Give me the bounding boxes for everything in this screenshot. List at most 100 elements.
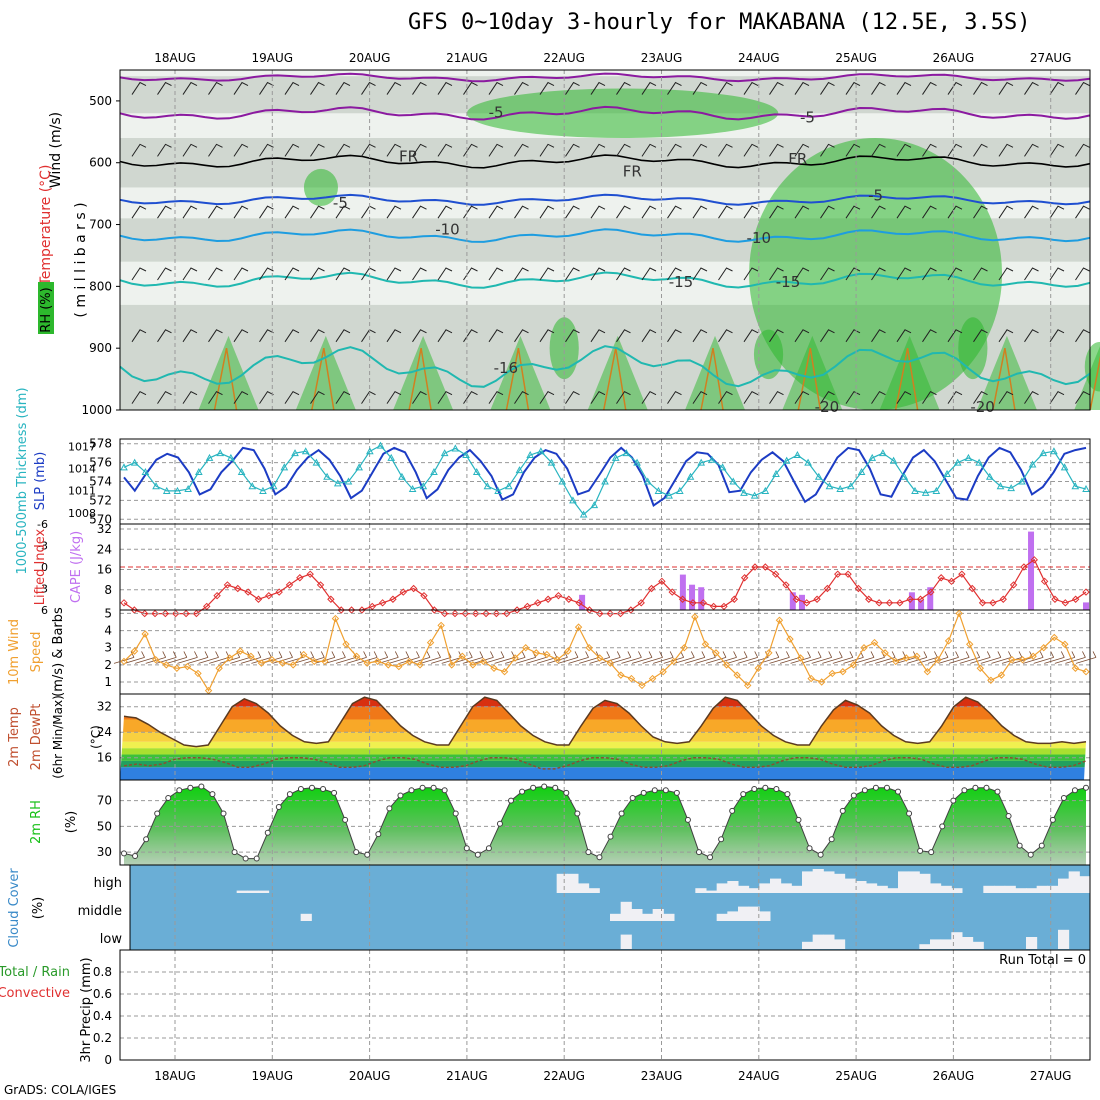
wind-speed-point <box>574 623 583 631</box>
wind-barb <box>1049 329 1065 343</box>
rh-point <box>751 786 758 793</box>
wind-barb-10m <box>822 651 843 664</box>
wind-speed-point <box>352 652 361 660</box>
cloud-cell <box>716 913 728 921</box>
grads-credit: GrADS: COLA/IGES <box>4 1083 117 1097</box>
wind-tick-label: 1 <box>104 675 112 689</box>
lifted-index-point <box>430 606 439 614</box>
temp-band <box>120 706 1086 720</box>
wind-speed-point <box>659 668 667 676</box>
wind-speed-point <box>162 661 170 669</box>
wind-barb <box>667 81 682 95</box>
thickness-point <box>814 472 823 480</box>
wind-barb <box>922 143 937 157</box>
thickness-point <box>515 466 524 474</box>
cloud-cell <box>1068 871 1080 893</box>
lifted-index-point <box>1030 556 1038 564</box>
wind-barb <box>208 205 223 219</box>
lifted-index-point <box>296 574 304 582</box>
wind-barb <box>514 143 529 157</box>
boundary-layer-plume <box>879 335 940 410</box>
temp-isotherm-25 <box>797 348 822 411</box>
wind-barb-10m <box>113 651 135 664</box>
wind-barb <box>310 143 325 157</box>
wind-speed-point <box>236 647 244 655</box>
wind-label: Wind (m/s) <box>48 112 64 188</box>
thickness-point <box>462 451 470 459</box>
lifted-index-point <box>244 588 252 596</box>
wind-speed-point <box>152 656 160 664</box>
panel-cloud: high middle low Cloud Cover (%) <box>7 864 1091 951</box>
wind-barb-10m <box>462 651 484 664</box>
rh-point <box>828 836 835 843</box>
cloud-cell <box>930 939 942 949</box>
rh-point <box>994 788 1001 795</box>
rh-point <box>806 845 813 852</box>
lifted-index-point <box>803 599 811 607</box>
wind-barb-10m <box>230 651 251 664</box>
wind-speed-point <box>722 661 731 669</box>
date-label-top: 24AUG <box>738 51 780 65</box>
lifted-index-point <box>658 577 666 586</box>
thickness-point <box>483 482 492 490</box>
wind-barb-10m <box>473 651 494 664</box>
rh-point <box>132 852 139 859</box>
thickness-point <box>868 453 877 461</box>
wind-speed-point <box>976 664 984 672</box>
lifted-index-point <box>182 609 190 618</box>
thickness-point <box>953 458 962 466</box>
wind-barb <box>667 329 682 343</box>
wind-barb <box>667 267 682 281</box>
contour-label: FR <box>788 150 807 168</box>
rh-point <box>707 854 714 861</box>
thickness-point <box>643 477 652 485</box>
rh-point <box>231 849 238 856</box>
cloud-cell <box>802 941 814 949</box>
lifted-index-point <box>927 588 935 596</box>
cloud-cell <box>1004 885 1016 893</box>
thickness-point <box>985 472 994 480</box>
wind-barb-10m <box>674 651 695 664</box>
rh-point <box>872 784 879 791</box>
thickness-point <box>579 510 588 518</box>
cloud-cell <box>716 883 728 893</box>
rh-point <box>253 855 260 862</box>
wind-barb <box>998 390 1014 404</box>
lifted-index-point <box>699 599 707 607</box>
wind-barb <box>182 205 198 219</box>
lifted-index-point <box>482 609 490 618</box>
wind-barb <box>845 329 861 343</box>
thickness-point <box>825 482 834 490</box>
rh-ylabel: 2m RH <box>29 800 44 844</box>
rh-point <box>143 836 150 843</box>
wind-barb <box>565 329 580 343</box>
panel-frame <box>119 609 1091 695</box>
rh-moist-area <box>958 317 988 380</box>
cloud-cell <box>663 913 675 921</box>
wind-speed-point <box>194 669 202 678</box>
wind-barb <box>361 143 376 157</box>
wind-barb <box>131 205 147 219</box>
wind-speed-point <box>913 652 921 660</box>
wind-speed-point <box>1071 664 1080 672</box>
wind-barb <box>998 329 1014 343</box>
panel-upper-air: -10-5-5FRFRFR-5-5-10-10-15-15-16-20-2050… <box>38 69 1100 417</box>
wind-barb <box>131 267 147 281</box>
wind-barb <box>463 390 478 404</box>
wind-speed-point <box>522 644 530 652</box>
cloud-cell <box>919 873 931 893</box>
date-label-top: 23AUG <box>641 51 683 65</box>
lifted-index-point <box>492 609 501 618</box>
wind-barb <box>284 267 300 281</box>
wind-barb <box>820 81 835 95</box>
lifted-index-point <box>865 595 873 603</box>
wind-barb <box>845 143 861 157</box>
wind-barb-10m <box>653 651 674 664</box>
wind-barb-10m <box>420 651 441 664</box>
wind-barb-10m <box>801 651 822 664</box>
wind-barb <box>1049 390 1065 404</box>
rh-point <box>364 851 371 858</box>
rh-point <box>1083 784 1089 791</box>
rh-point <box>695 849 702 856</box>
thickness-point <box>344 477 353 485</box>
